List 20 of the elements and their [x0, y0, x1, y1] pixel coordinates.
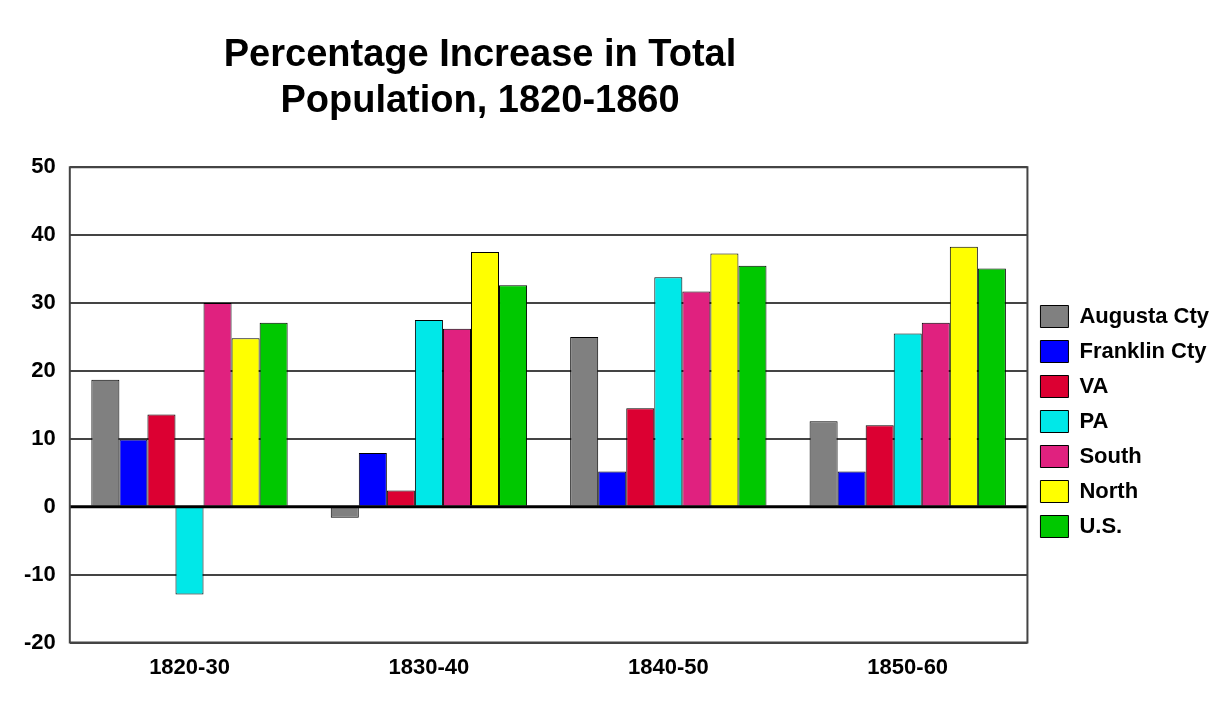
chart-title: Percentage Increase in Total Population, 1820-1860 [222, 31, 738, 122]
x-tick-label: 1820-30 [149, 653, 230, 679]
legend-label: Augusta Cty [1079, 302, 1210, 328]
y-tick-label: 0 [43, 492, 56, 518]
y-tick-label: 40 [31, 221, 56, 247]
x-tick-label: 1850-60 [867, 653, 949, 679]
legend-label: VA [1079, 372, 1109, 398]
y-tick-label: -20 [24, 628, 56, 654]
legend-label: South [1079, 442, 1142, 468]
y-tick-label: -10 [24, 560, 56, 586]
legend-label: U.S. [1079, 512, 1123, 538]
legend-label: North [1079, 477, 1139, 503]
y-tick-label: 30 [31, 289, 56, 315]
legend-label: PA [1079, 407, 1109, 433]
y-tick-label: 10 [31, 424, 56, 450]
y-tick-label: 20 [31, 357, 56, 383]
x-tick-label: 1830-40 [388, 653, 470, 679]
x-tick-label: 1840-50 [627, 653, 709, 679]
legend-label: Franklin Cty [1079, 337, 1208, 363]
y-tick-label: 50 [31, 153, 56, 179]
